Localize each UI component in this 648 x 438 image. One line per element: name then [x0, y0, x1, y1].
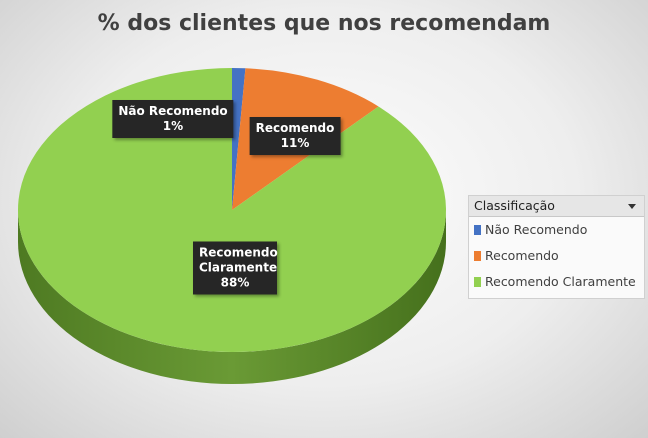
chart-title: % dos clientes que nos recomendam — [98, 11, 551, 36]
legend-label: Não Recomendo — [485, 222, 588, 237]
data-label-category: Não Recomendo — [118, 104, 228, 118]
pie-side — [18, 210, 446, 384]
legend[interactable]: Classificação Não Recomendo Recomendo Reco… — [468, 195, 645, 299]
legend-swatch — [474, 251, 481, 261]
data-label: Não Recomendo 1% — [112, 100, 234, 138]
legend-title[interactable]: Classificação — [469, 196, 644, 217]
legend-item[interactable]: Recomendo Claramente — [469, 269, 644, 295]
legend-label: Recomendo — [485, 248, 559, 263]
legend-item[interactable]: Não Recomendo — [469, 217, 644, 243]
data-label: Recomendo Claramente 88% — [193, 241, 278, 295]
legend-item[interactable]: Recomendo — [469, 243, 644, 269]
data-label-category: Recomendo — [255, 121, 335, 135]
legend-swatch — [474, 277, 481, 287]
data-label-category: Recomendo Claramente — [199, 245, 278, 275]
data-label: Recomendo 11% — [249, 117, 341, 155]
data-label-value: 1% — [162, 119, 184, 133]
data-label-value: 11% — [280, 136, 310, 150]
data-label-value: 88% — [220, 275, 250, 290]
pie-slice — [232, 68, 246, 210]
legend-label: Recomendo Claramente — [485, 274, 636, 289]
legend-swatch — [474, 225, 481, 235]
